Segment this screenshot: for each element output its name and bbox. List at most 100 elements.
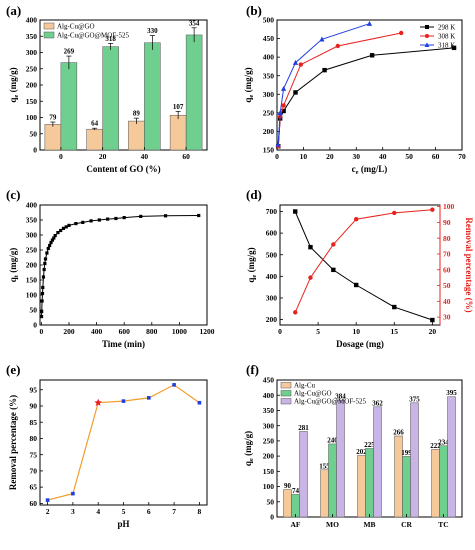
series-line [41, 215, 199, 317]
x-tick-label: 3 [71, 507, 75, 516]
y-tick-label: 90 [30, 402, 38, 411]
x-axis-label: Dosage (mg) [336, 339, 384, 349]
data-label: 64 [91, 120, 99, 128]
data-point [322, 67, 327, 73]
y-tick-label: 60 [30, 499, 38, 508]
data-label: 222 [430, 442, 441, 450]
data-point [277, 110, 283, 116]
y-tick-label: 400 [26, 16, 38, 25]
legend-swatch [280, 382, 292, 389]
data-point [41, 275, 46, 279]
ylabel-sub: t [13, 274, 20, 277]
y-tick-label: 450 [263, 34, 275, 43]
chart-panel-5: (e) 60 65 70 75 80 85 90 95 2 3 4 5 6 7 8 pH Removal perc… [6, 362, 208, 529]
y-tick-label: 0 [270, 513, 274, 522]
data-point [197, 213, 201, 218]
data-point [399, 30, 404, 36]
plot-frame [39, 204, 208, 326]
y-axis-label: Removal percentage (%) [8, 395, 18, 490]
bar [357, 455, 366, 518]
panel-label: (f) [246, 362, 259, 377]
y-tick-label: 0 [33, 146, 37, 155]
x-tick-label: 1000 [172, 327, 187, 336]
legend-marker [425, 25, 429, 29]
plot-frame [279, 204, 441, 326]
data-point [40, 299, 44, 303]
data-point [40, 291, 45, 296]
data-label: 375 [409, 395, 420, 403]
legend-label: 298 K [438, 24, 455, 32]
y-tick-label: 0 [33, 321, 37, 330]
y-tick-label: 450 [263, 376, 275, 385]
x-tick-label: 40 [141, 152, 149, 161]
data-point [45, 251, 49, 255]
chart-panel-2: (b) 150 200 250 300 350 400 450 500 0 10 20 30 40 50 60… [243, 3, 466, 176]
x-tick-label: 60 [182, 152, 190, 161]
data-point [293, 310, 298, 315]
data-label: 74 [292, 487, 300, 495]
bar [102, 46, 119, 151]
data-label: 225 [364, 441, 375, 449]
bar [373, 406, 382, 518]
data-point [67, 223, 71, 227]
x-tick-label: 0 [40, 327, 44, 336]
x-tick-label: 800 [146, 327, 158, 336]
data-point [281, 108, 286, 114]
x-tick-label: 70 [458, 152, 466, 161]
data-point [43, 261, 47, 266]
data-label: 269 [64, 48, 75, 56]
data-point [48, 243, 52, 248]
panel-label: (e) [6, 362, 20, 377]
data-point [106, 217, 110, 221]
bar [336, 399, 345, 518]
data-label: 199 [401, 449, 412, 457]
y-tick-label: 350 [26, 216, 38, 225]
x-tick-label: 40 [379, 152, 387, 161]
plot-frame [39, 379, 208, 506]
y-tick-label: 65 [30, 483, 38, 492]
data-point [74, 222, 78, 226]
legend-marker [424, 42, 430, 47]
y-tick-label: 400 [263, 391, 275, 400]
data-point [293, 209, 298, 214]
x-tick-label: 8 [198, 507, 202, 516]
data-point [298, 62, 303, 67]
data-point [41, 285, 45, 290]
x-tick-label: MO [326, 520, 339, 529]
y-tick-label: 75 [30, 450, 38, 459]
data-point [39, 315, 44, 319]
series-line [294, 209, 433, 313]
bar [447, 396, 456, 518]
y-axis-label: qe (mg/g) [243, 67, 255, 102]
y-tick-label: 350 [263, 406, 275, 415]
y-tick-label: 250 [263, 436, 275, 445]
data-label: 234 [438, 438, 449, 446]
data-label: 318 [105, 35, 116, 43]
x-tick-label: 6 [147, 507, 151, 516]
bar [185, 34, 203, 151]
x-tick-label: 400 [91, 327, 103, 336]
x-tick-label: 0 [275, 152, 279, 161]
ylabel-unit: (mg/g) [243, 431, 253, 458]
y-axis-label: qe (mg/g) [246, 247, 258, 282]
y-tick-label: 100 [263, 482, 275, 491]
y-tick-label: 300 [266, 294, 278, 303]
ylabel-main: q [243, 98, 253, 103]
bar [431, 449, 440, 518]
bar [320, 469, 329, 518]
bar [44, 124, 62, 151]
bar [299, 431, 308, 518]
y-tick-label: 100 [26, 113, 38, 122]
y-tick-label: 300 [26, 231, 38, 240]
data-label: 362 [372, 399, 383, 407]
data-point [331, 242, 336, 247]
data-point [292, 59, 299, 65]
bar [410, 402, 419, 518]
data-point [275, 141, 281, 147]
y-tick-label: 100 [26, 291, 38, 300]
data-label: 266 [393, 429, 404, 437]
x-axis-label: pH [117, 519, 129, 529]
x-tick-label: 15 [391, 327, 399, 336]
